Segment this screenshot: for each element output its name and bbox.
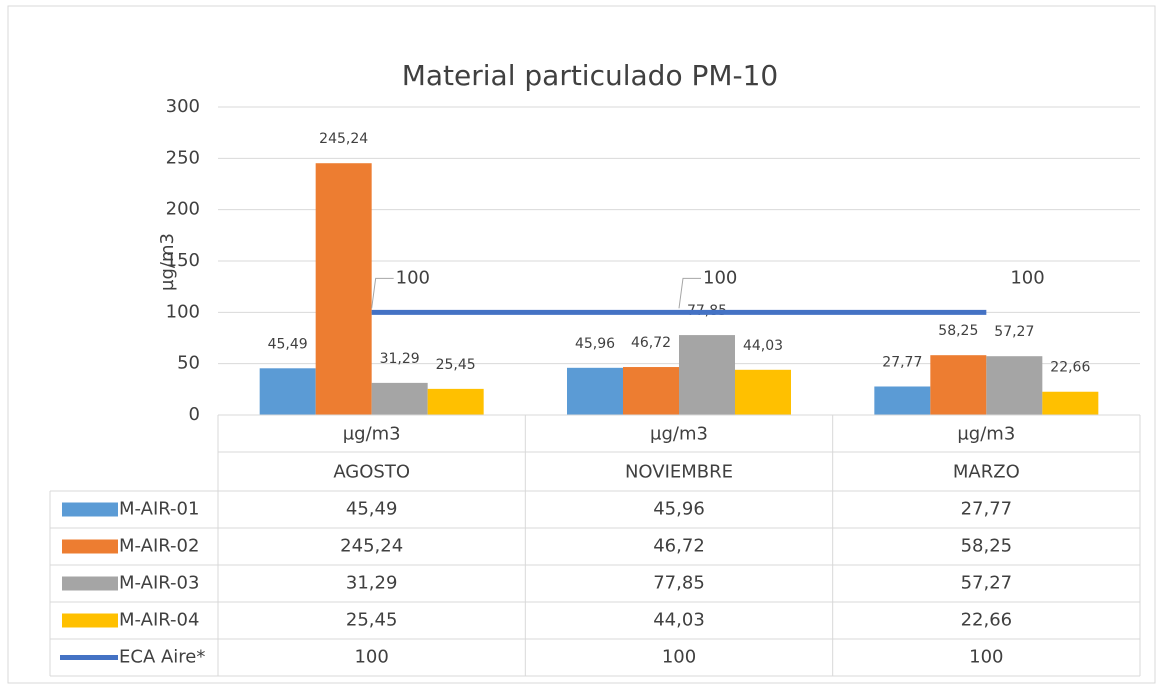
data-label: 27,77 [882,354,922,370]
y-tick-label: 50 [177,353,200,374]
bar [986,356,1043,415]
bar [930,355,987,415]
x-tick-label: AGOSTO [333,462,410,483]
table-cell: 31,29 [346,573,398,594]
y-tick-label: 0 [189,404,200,425]
legend-label: M-AIR-01 [119,499,199,520]
bar [1042,391,1099,415]
data-label: 46,72 [631,335,671,351]
category-unit: µg/m3 [957,424,1015,445]
data-label: 25,45 [436,357,476,373]
bar [679,335,735,415]
table-cell: 100 [969,647,1003,668]
legend-key [62,539,118,554]
legend-key [62,502,118,517]
bar [315,163,372,415]
table-cell: 46,72 [653,536,705,557]
table-cell: 45,96 [653,499,705,520]
leader-line [678,277,701,309]
table-cell: 45,49 [346,499,398,520]
legend-label: ECA Aire* [119,647,205,668]
y-tick-label: 300 [166,96,200,117]
bar [567,367,623,415]
data-label: 100 [396,267,430,288]
category-unit: µg/m3 [650,424,708,445]
data-label: 245,24 [319,131,368,147]
y-tick-label: 150 [166,250,200,271]
bar [259,368,316,415]
data-label: 58,25 [938,323,978,339]
bar [427,388,484,415]
table-cell: 245,24 [340,536,403,557]
chart-frame [7,5,1156,684]
table-cell: 100 [662,647,696,668]
data-label: 100 [703,267,737,288]
legend-label: M-AIR-04 [119,610,199,631]
table-cell: 57,27 [961,573,1013,594]
data-label: 100 [1010,267,1044,288]
chart-title: Material particulado PM-10 [402,59,779,92]
y-axis-label: µg/m3 [157,233,178,291]
x-tick-label: NOVIEMBRE [625,462,733,483]
table-cell: 77,85 [653,573,705,594]
table-cell: 58,25 [961,536,1013,557]
x-tick-label: MARZO [953,462,1020,483]
data-label: 31,29 [380,351,420,367]
legend-label: M-AIR-02 [119,536,199,557]
legend-key [62,613,118,628]
y-tick-label: 100 [166,301,200,322]
data-label: 22,66 [1050,360,1090,376]
legend-label: M-AIR-03 [119,573,199,594]
bar [735,369,791,415]
category-unit: µg/m3 [343,424,401,445]
bar [874,386,931,415]
data-label: 45,96 [575,336,615,352]
y-tick-label: 200 [166,199,200,220]
bar [371,382,428,415]
data-label: 44,03 [743,338,783,354]
table-cell: 25,45 [346,610,398,631]
bar [623,367,679,415]
table-cell: 22,66 [961,610,1013,631]
y-tick-label: 250 [166,147,200,168]
table-cell: 100 [354,647,388,668]
data-label: 45,49 [268,336,308,352]
legend-key [62,576,118,591]
leader-line [371,277,394,309]
data-label: 57,27 [994,324,1034,340]
table-cell: 44,03 [653,610,705,631]
table-cell: 27,77 [961,499,1013,520]
